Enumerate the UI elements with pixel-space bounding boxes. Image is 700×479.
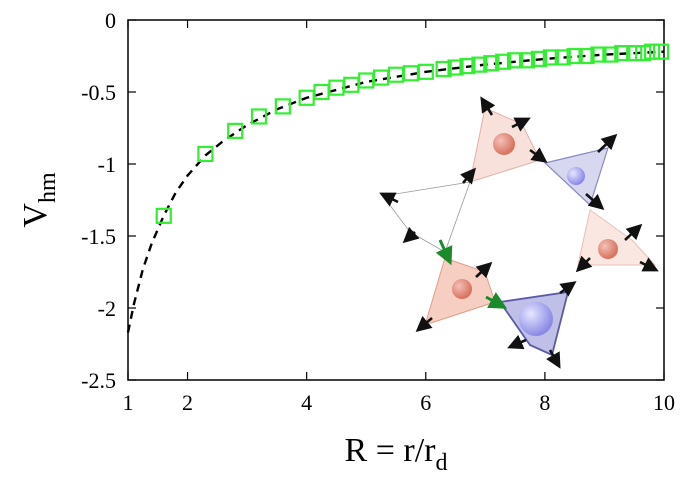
data-point-square <box>626 45 643 62</box>
data-point-square <box>518 52 536 69</box>
data-point-square <box>635 45 652 62</box>
sphere-red <box>598 239 618 259</box>
y-tick-label: -1.5 <box>81 224 116 249</box>
sphere-red <box>493 133 515 155</box>
data-point-square <box>435 60 452 78</box>
data-point-square <box>530 50 548 67</box>
sphere-red <box>452 279 472 299</box>
tick-labels: 1 2 4 6 8 10 0 -0.5 -1 -1.5 -2 -2.5 <box>81 8 675 415</box>
axis-ticks <box>127 19 665 381</box>
data-point-square <box>542 49 559 66</box>
plot-frame <box>127 19 665 381</box>
data-point-square <box>590 46 607 63</box>
data-point-square <box>313 83 330 101</box>
x-axis-title: R = r/rd <box>345 432 448 476</box>
y-tick-label: -2.5 <box>81 368 116 393</box>
data-point-square <box>614 45 631 62</box>
data-point-square <box>483 55 500 72</box>
data-point-square <box>566 47 583 65</box>
data-point-square <box>652 43 670 60</box>
data-point-square <box>495 53 512 70</box>
data-point-square <box>554 49 571 66</box>
kagome-inset-illustration <box>379 96 659 369</box>
y-tick-label: -0.5 <box>81 80 116 105</box>
x-tick-label: 6 <box>420 390 431 415</box>
data-point-square <box>328 79 345 96</box>
x-tick-label: 8 <box>539 390 550 415</box>
x-tick-label: 10 <box>653 390 675 415</box>
data-point-square <box>250 108 268 125</box>
y-axis-title: Vhm <box>17 172 61 228</box>
y-tick-label: 0 <box>105 8 116 33</box>
x-tick-label: 4 <box>301 390 312 415</box>
data-point-square <box>387 66 405 83</box>
data-point-square <box>155 207 172 224</box>
spin-arrows <box>379 96 659 369</box>
series-layer <box>126 43 670 333</box>
data-point-square <box>507 52 524 69</box>
data-point-square <box>227 122 244 139</box>
data-point-square <box>197 145 214 163</box>
sphere-blue-large <box>519 302 553 336</box>
data-point-square <box>274 98 291 115</box>
data-point-square <box>643 43 661 60</box>
tetrahedron-red-right <box>577 209 657 266</box>
y-tick-label: -2 <box>98 296 116 321</box>
y-tick-label: -1 <box>98 152 116 177</box>
data-point-square <box>578 47 595 65</box>
sphere-blue <box>567 167 585 185</box>
tetrahedron-outline-left <box>382 181 471 253</box>
data-point-square <box>471 56 488 73</box>
data-point-square <box>447 59 464 76</box>
data-point-square <box>417 63 434 80</box>
x-tick-label: 1 <box>123 390 134 415</box>
green-arrows <box>435 239 508 309</box>
data-point-square <box>602 46 619 63</box>
data-point-square <box>459 57 476 75</box>
x-tick-label: 2 <box>182 390 193 415</box>
